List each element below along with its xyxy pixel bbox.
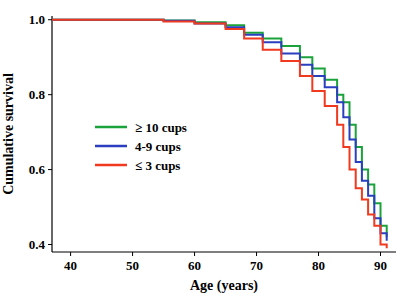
y-axis-label: Cumulative survival (1, 73, 16, 195)
y-tick (48, 169, 52, 170)
y-tick-label: 0.4 (29, 237, 46, 252)
y-axis (51, 16, 52, 252)
x-tick (70, 252, 71, 256)
x-tick (132, 252, 133, 256)
y-tick-label: 0.6 (29, 162, 46, 177)
x-axis-label: Age (years) (190, 278, 258, 294)
y-tick (48, 94, 52, 95)
plot-area (52, 20, 387, 249)
x-tick-label: 90 (374, 258, 387, 273)
x-tick (256, 252, 257, 256)
y-tick-label: 1.0 (29, 12, 45, 27)
x-tick-label: 40 (64, 258, 77, 273)
x-tick-label: 80 (312, 258, 325, 273)
x-tick (318, 252, 319, 256)
x-tick (380, 252, 381, 256)
x-tick-label: 50 (126, 258, 139, 273)
x-tick-label: 70 (250, 258, 263, 273)
y-tick (48, 244, 52, 245)
legend-swatch (95, 145, 127, 148)
series-line (52, 20, 387, 249)
legend-swatch (95, 164, 127, 167)
x-tick-label: 60 (188, 258, 201, 273)
x-axis (52, 251, 396, 252)
chart: 40 50 60 70 80 90 0.4 0.6 0.8 1.0 Age (years) Cumul… (0, 0, 400, 297)
legend-label: 4-9 cups (135, 139, 181, 154)
y-tick-label: 0.8 (29, 87, 46, 102)
legend-swatch (95, 126, 127, 129)
y-tick (48, 19, 52, 20)
series-line (52, 20, 387, 241)
legend-label: ≤ 3 cups (135, 158, 180, 173)
x-tick (194, 252, 195, 256)
legend-label: ≥ 10 cups (135, 120, 187, 135)
series-line (52, 20, 387, 237)
